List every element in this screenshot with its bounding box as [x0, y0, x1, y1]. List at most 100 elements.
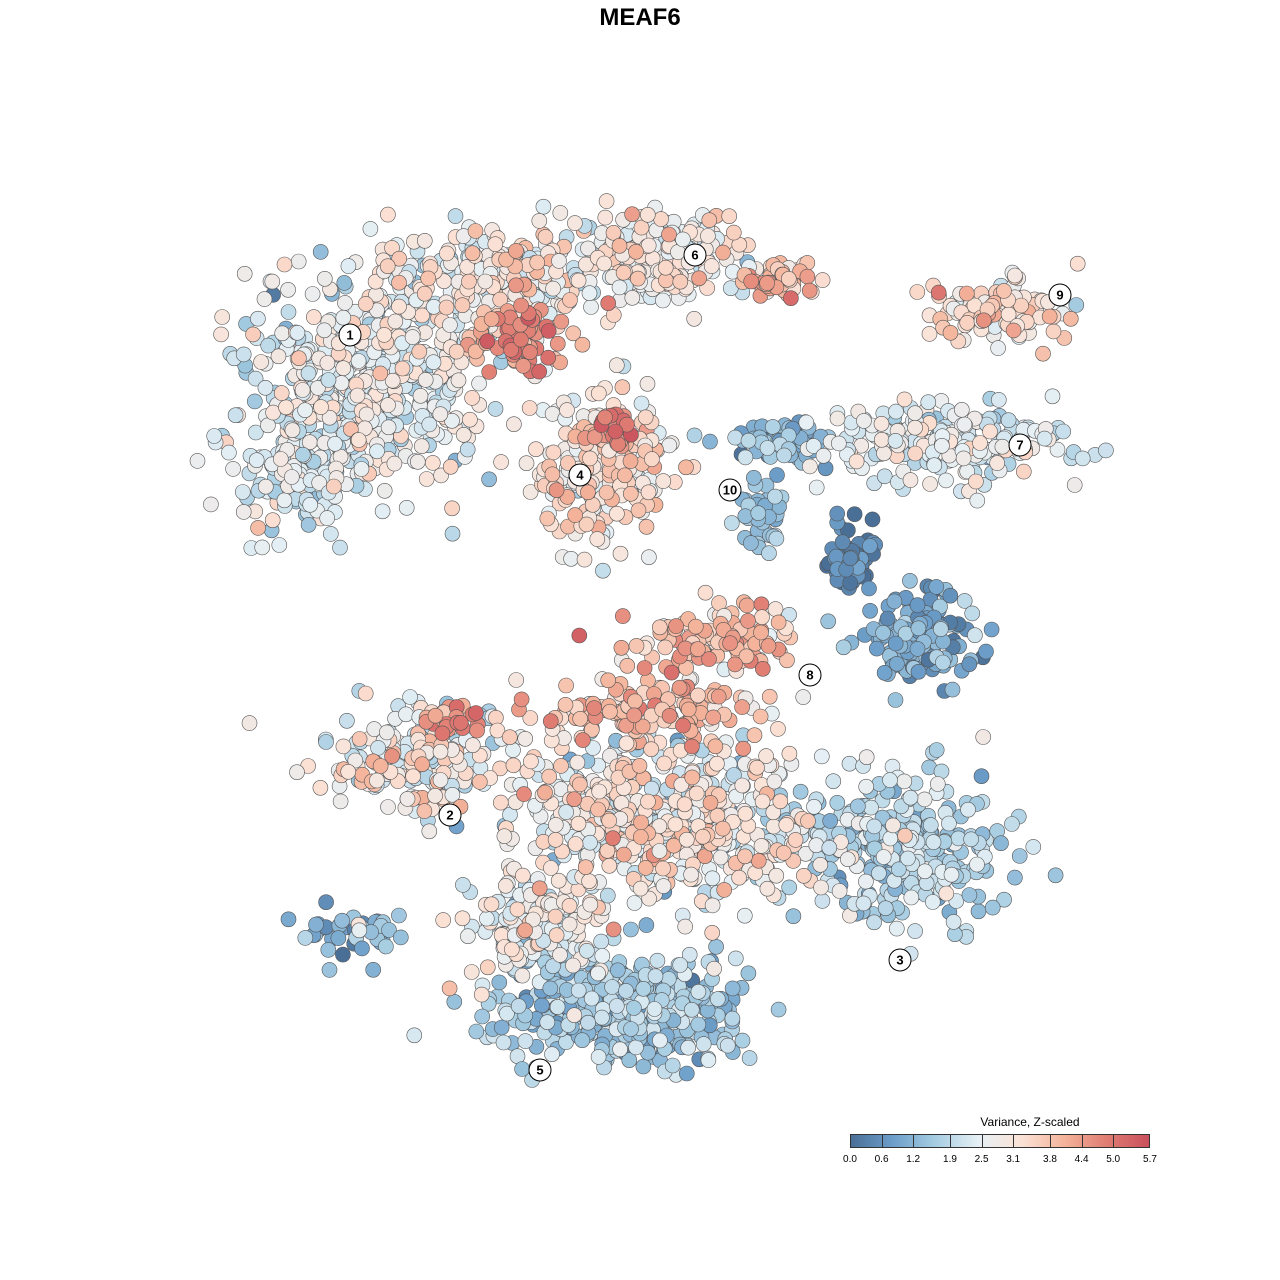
data-point	[628, 1039, 644, 1056]
data-point	[297, 930, 314, 946]
data-point	[357, 685, 374, 702]
data-point	[688, 785, 705, 802]
data-point	[1025, 839, 1042, 855]
data-point	[683, 1001, 700, 1018]
data-point	[586, 700, 603, 716]
data-point	[302, 496, 319, 513]
data-point	[835, 639, 852, 656]
data-point	[1007, 267, 1023, 284]
data-point	[256, 291, 273, 307]
data-point	[737, 449, 754, 466]
data-point	[686, 310, 703, 327]
data-point	[864, 511, 881, 528]
data-point	[553, 758, 569, 774]
data-point	[320, 372, 337, 388]
data-point	[821, 839, 838, 856]
data-point	[539, 510, 556, 527]
data-point	[280, 304, 297, 320]
data-point	[935, 654, 951, 671]
data-point	[959, 314, 976, 331]
data-point	[335, 360, 352, 377]
data-point	[357, 296, 374, 312]
data-point	[566, 791, 583, 808]
data-point	[574, 1032, 591, 1048]
data-point	[917, 863, 933, 880]
data-point	[975, 312, 992, 329]
data-point	[566, 1007, 583, 1024]
data-point	[934, 437, 950, 454]
data-point	[740, 965, 757, 982]
data-point	[398, 706, 414, 723]
data-point	[759, 440, 776, 456]
data-point	[1044, 388, 1061, 405]
data-point	[503, 941, 520, 958]
data-point	[907, 445, 924, 462]
data-point	[340, 258, 357, 274]
data-point	[825, 773, 842, 790]
data-point	[413, 438, 430, 455]
data-point	[829, 505, 846, 522]
data-point	[813, 748, 830, 765]
data-point	[616, 846, 632, 863]
data-point	[714, 820, 731, 837]
data-point	[517, 922, 533, 939]
data-point	[708, 938, 724, 955]
data-point	[335, 309, 352, 326]
data-point	[582, 450, 598, 467]
data-point	[590, 965, 606, 982]
data-point	[609, 962, 626, 979]
data-point	[544, 466, 561, 483]
data-point	[459, 441, 476, 458]
data-point	[815, 447, 832, 464]
data-point	[633, 395, 650, 412]
data-point	[304, 286, 321, 302]
data-point	[655, 292, 671, 309]
data-point	[189, 453, 206, 469]
data-point	[888, 920, 905, 937]
data-point	[540, 323, 557, 339]
data-point	[611, 279, 628, 296]
data-point	[737, 508, 754, 525]
data-point	[636, 660, 653, 676]
data-point	[444, 525, 461, 542]
data-point	[770, 614, 787, 631]
data-point	[644, 451, 660, 467]
data-point	[753, 624, 769, 641]
data-point	[656, 755, 673, 772]
data-point	[545, 280, 561, 297]
data-point	[608, 998, 625, 1014]
data-point	[336, 275, 353, 291]
data-point	[351, 922, 368, 939]
data-point	[664, 1057, 681, 1074]
data-point	[213, 326, 229, 343]
data-point	[444, 412, 460, 429]
data-point	[723, 515, 740, 531]
data-point	[909, 597, 926, 613]
data-point	[643, 780, 660, 797]
data-point	[441, 980, 458, 997]
data-point	[887, 635, 904, 652]
data-point	[941, 815, 957, 832]
data-point	[704, 870, 721, 887]
data-point	[743, 273, 760, 290]
data-point	[518, 455, 535, 472]
data-point	[638, 518, 655, 535]
data-point	[487, 236, 504, 252]
data-point	[325, 478, 342, 495]
data-point	[841, 755, 858, 772]
data-point	[1011, 848, 1028, 864]
data-point	[537, 784, 553, 801]
legend-tick-mark	[913, 1134, 915, 1148]
data-point	[432, 743, 449, 760]
data-point	[678, 459, 694, 476]
data-point	[661, 437, 678, 454]
cluster-label-text: 9	[1056, 288, 1063, 303]
data-point	[813, 879, 829, 896]
data-point	[247, 370, 264, 387]
data-point	[321, 962, 338, 978]
data-point	[468, 705, 484, 721]
data-point	[736, 907, 753, 924]
data-point	[517, 1033, 534, 1049]
data-point	[434, 725, 451, 742]
data-point	[655, 473, 672, 489]
